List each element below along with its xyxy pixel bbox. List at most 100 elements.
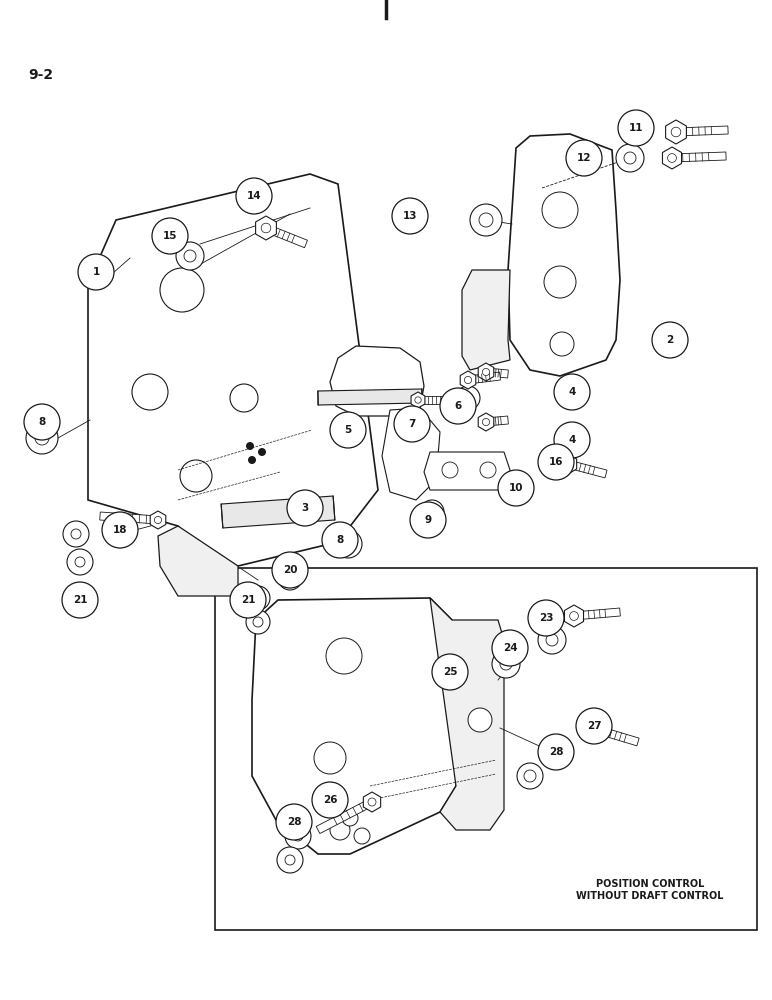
Circle shape (272, 552, 308, 588)
Circle shape (482, 368, 489, 376)
Circle shape (326, 638, 362, 674)
Circle shape (594, 726, 602, 734)
Circle shape (500, 478, 524, 502)
Text: 2: 2 (666, 335, 674, 345)
Text: 20: 20 (283, 565, 297, 575)
Circle shape (470, 204, 502, 236)
Circle shape (184, 250, 196, 262)
Circle shape (570, 612, 578, 620)
Text: 13: 13 (403, 211, 417, 221)
Text: 9: 9 (425, 515, 432, 525)
Circle shape (278, 566, 302, 590)
Text: 11: 11 (628, 123, 643, 133)
Text: 15: 15 (163, 231, 178, 241)
Text: 28: 28 (286, 817, 301, 827)
Circle shape (312, 782, 348, 818)
Circle shape (524, 770, 536, 782)
Circle shape (63, 521, 89, 547)
Circle shape (322, 522, 358, 558)
Polygon shape (478, 413, 494, 431)
Circle shape (180, 460, 212, 492)
Text: 1: 1 (93, 267, 100, 277)
Bar (215, 568, 757, 930)
Circle shape (253, 617, 263, 627)
Circle shape (330, 820, 350, 840)
Circle shape (67, 549, 93, 575)
Circle shape (500, 658, 512, 670)
Polygon shape (330, 346, 424, 416)
Circle shape (71, 529, 81, 539)
Polygon shape (564, 605, 584, 627)
Circle shape (293, 831, 303, 841)
Text: POSITION CONTROL
WITHOUT DRAFT CONTROL: POSITION CONTROL WITHOUT DRAFT CONTROL (576, 879, 724, 901)
Circle shape (342, 538, 354, 550)
Circle shape (415, 397, 422, 403)
Text: 18: 18 (113, 525, 127, 535)
Circle shape (230, 384, 258, 412)
Circle shape (236, 178, 272, 214)
Polygon shape (100, 512, 158, 524)
Circle shape (258, 448, 266, 456)
Polygon shape (364, 792, 381, 812)
Polygon shape (468, 372, 500, 384)
Circle shape (160, 268, 204, 312)
Text: 16: 16 (549, 457, 564, 467)
Circle shape (463, 393, 473, 403)
Polygon shape (676, 126, 728, 136)
Polygon shape (508, 134, 620, 376)
Polygon shape (597, 726, 639, 746)
Text: 9-2: 9-2 (28, 68, 53, 82)
Circle shape (546, 634, 558, 646)
Circle shape (230, 582, 266, 618)
Circle shape (246, 442, 254, 450)
Text: 10: 10 (509, 483, 523, 493)
Circle shape (261, 223, 271, 233)
Text: 21: 21 (73, 595, 87, 605)
Text: 24: 24 (503, 643, 517, 653)
Text: 4: 4 (568, 435, 576, 445)
Circle shape (538, 626, 566, 654)
Circle shape (456, 386, 480, 410)
Circle shape (440, 388, 476, 424)
Circle shape (432, 654, 468, 690)
Polygon shape (158, 526, 238, 596)
Polygon shape (88, 174, 378, 566)
Text: 8: 8 (39, 417, 46, 427)
Circle shape (624, 152, 636, 164)
Circle shape (482, 418, 489, 426)
Text: 26: 26 (323, 795, 337, 805)
Text: 6: 6 (455, 401, 462, 411)
Circle shape (154, 516, 161, 524)
Circle shape (554, 374, 590, 410)
Text: 5: 5 (344, 425, 351, 435)
Circle shape (576, 708, 612, 744)
Circle shape (246, 610, 270, 634)
Circle shape (277, 847, 303, 873)
Polygon shape (382, 408, 440, 500)
Circle shape (542, 192, 578, 228)
Circle shape (253, 593, 263, 603)
Polygon shape (265, 224, 307, 248)
Circle shape (538, 444, 574, 480)
Text: 12: 12 (577, 153, 591, 163)
Text: 23: 23 (539, 613, 554, 623)
Circle shape (554, 748, 566, 760)
Circle shape (342, 810, 358, 826)
Text: 25: 25 (443, 667, 457, 677)
Circle shape (394, 406, 430, 442)
Polygon shape (486, 416, 509, 426)
Text: 28: 28 (549, 747, 564, 757)
Circle shape (538, 734, 574, 770)
Circle shape (102, 512, 138, 548)
Polygon shape (430, 598, 504, 830)
Circle shape (480, 462, 496, 478)
Polygon shape (486, 368, 509, 378)
Circle shape (566, 140, 602, 176)
Text: 7: 7 (408, 419, 415, 429)
Text: 14: 14 (247, 191, 261, 201)
Polygon shape (317, 798, 374, 834)
Circle shape (498, 470, 534, 506)
Circle shape (276, 804, 312, 840)
Polygon shape (460, 371, 476, 389)
Circle shape (132, 374, 168, 410)
